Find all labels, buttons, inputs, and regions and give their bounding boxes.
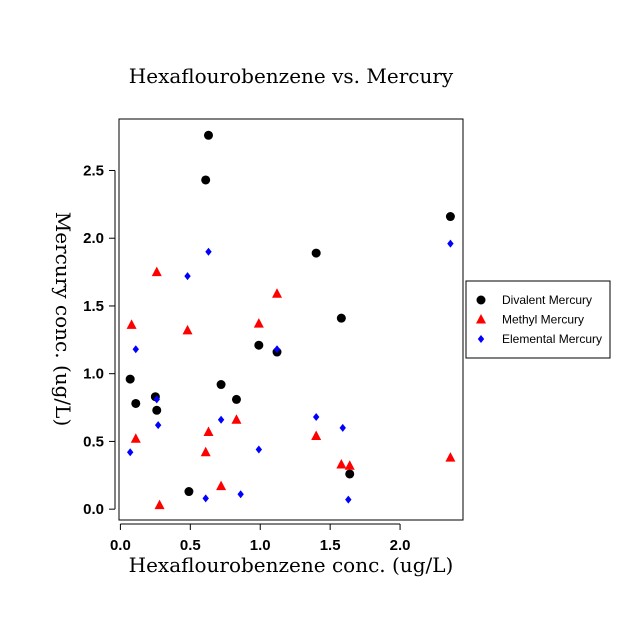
data-point-series-1 <box>336 458 347 469</box>
data-point-series-0 <box>152 405 162 415</box>
y-tick-label: 2.0 <box>83 230 104 247</box>
data-point-series-2 <box>217 415 225 424</box>
data-point-series-2 <box>205 247 212 256</box>
data-point-series-2 <box>273 345 281 354</box>
data-point-series-0 <box>254 340 264 350</box>
data-point-series-2 <box>345 495 352 504</box>
data-point-series-1 <box>311 430 322 441</box>
x-tick-label: 0.5 <box>180 537 201 554</box>
data-point-series-2 <box>312 413 320 422</box>
data-point-series-2 <box>154 421 162 430</box>
data-point-series-2 <box>339 423 346 432</box>
data-point-series-2 <box>153 395 160 404</box>
data-point-series-2 <box>202 494 209 503</box>
data-point-series-2 <box>255 445 263 454</box>
data-point-series-1 <box>182 324 193 335</box>
y-tick-label: 2.5 <box>83 162 104 179</box>
legend-label: Elemental Mercury <box>502 332 602 346</box>
legend-label: Divalent Mercury <box>502 293 592 307</box>
data-point-series-1 <box>445 452 456 462</box>
data-point-series-0 <box>345 469 355 479</box>
data-point-series-1 <box>203 426 214 436</box>
data-point-series-0 <box>311 248 321 258</box>
data-point-series-0 <box>445 212 455 222</box>
y-tick-label: 0.0 <box>83 501 104 518</box>
data-point-series-1 <box>253 318 264 328</box>
y-axis-title: Mercury conc. (ug/L) <box>51 212 75 427</box>
data-point-series-1 <box>216 480 227 491</box>
y-tick-label: 1.5 <box>83 298 104 315</box>
data-point-series-1 <box>151 266 162 277</box>
data-point-series-0 <box>184 487 194 497</box>
plot-frame <box>118 118 464 521</box>
data-point-series-1 <box>126 319 137 329</box>
series-2 <box>126 239 454 504</box>
chart-title: Hexaflourobenzene vs. Mercury <box>129 64 454 88</box>
data-point-series-2 <box>447 239 454 248</box>
x-tick-label: 2.0 <box>390 537 411 554</box>
y-tick-label: 0.5 <box>83 433 104 450</box>
data-points <box>125 130 456 510</box>
data-point-series-0 <box>216 380 226 390</box>
x-tick-label: 1.5 <box>320 537 341 554</box>
data-point-series-0 <box>203 130 213 140</box>
x-axis: 0.0 0.5 1.0 1.5 2.0 <box>110 523 411 554</box>
data-point-series-1 <box>272 288 283 298</box>
legend-items: Divalent Mercury Methyl Mercury Elemental … <box>476 293 602 346</box>
data-point-series-1 <box>344 460 355 470</box>
data-point-series-0 <box>131 398 141 408</box>
data-point-series-1 <box>231 414 242 424</box>
legend-marker-2 <box>477 335 485 343</box>
x-tick-label: 1.0 <box>250 537 271 554</box>
y-tick-label: 1.0 <box>83 366 104 383</box>
series-1 <box>126 266 456 510</box>
legend: Divalent Mercury Methyl Mercury Elemental … <box>465 280 611 359</box>
data-point-series-0 <box>201 175 211 185</box>
data-point-series-2 <box>237 490 244 499</box>
data-point-series-2 <box>132 345 139 354</box>
data-point-series-1 <box>200 446 211 457</box>
series-0 <box>125 130 455 497</box>
x-tick-label: 0.0 <box>110 537 131 554</box>
data-point-series-1 <box>154 499 165 510</box>
data-point-series-0 <box>336 313 346 323</box>
legend-marker-0 <box>476 295 486 305</box>
data-point-series-2 <box>184 272 191 281</box>
data-point-series-0 <box>231 394 241 404</box>
x-axis-title: Hexaflourobenzene conc. (ug/L) <box>129 553 454 577</box>
legend-box <box>465 280 611 359</box>
y-axis: 0.0 0.5 1.0 1.5 2.0 2.5 <box>83 162 116 518</box>
data-point-series-0 <box>125 374 135 384</box>
legend-marker-1 <box>476 314 486 324</box>
data-point-series-1 <box>130 433 141 443</box>
data-point-series-2 <box>126 448 134 457</box>
legend-label: Methyl Mercury <box>502 313 584 327</box>
